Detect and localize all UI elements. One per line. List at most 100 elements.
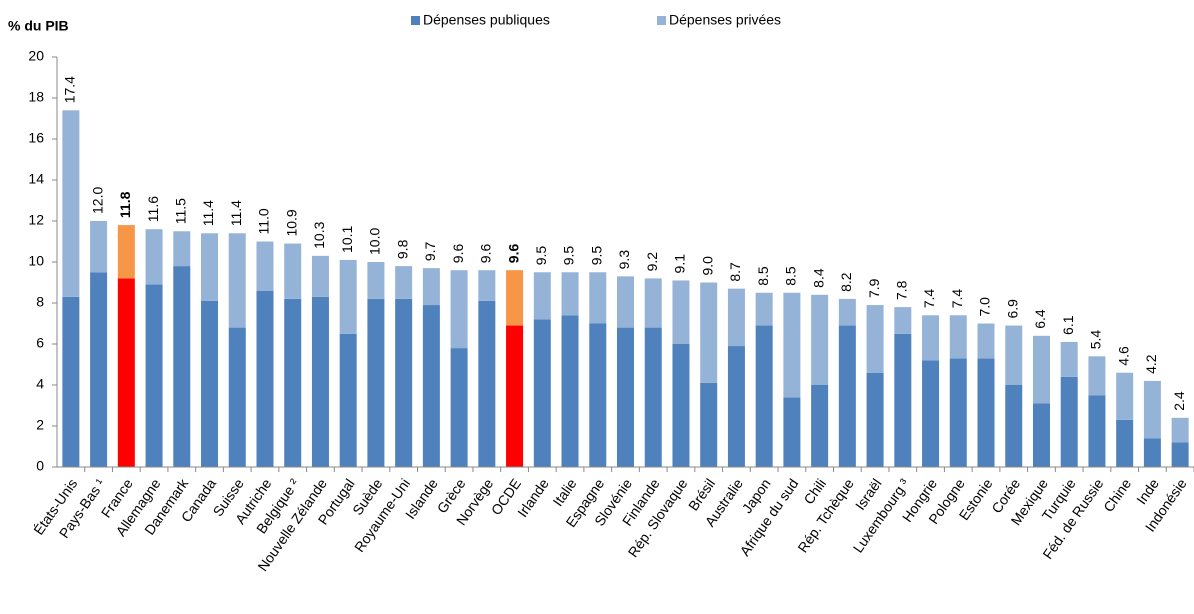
total-label: 9.6 <box>450 244 466 264</box>
bar-segment <box>228 233 246 328</box>
legend-swatch <box>657 16 666 25</box>
y-tick-label: 6 <box>36 335 44 351</box>
bar-segment <box>478 270 496 301</box>
bar-segment <box>62 110 80 297</box>
bar-segment <box>450 270 468 349</box>
total-label: 11.4 <box>228 200 244 226</box>
total-label: 8.2 <box>838 272 854 292</box>
bar-segment <box>90 272 108 467</box>
total-label: 11.6 <box>145 196 161 222</box>
total-label: 9.8 <box>394 239 410 259</box>
bar-segment <box>311 255 329 297</box>
bar-segment <box>811 294 829 385</box>
bar-segment <box>561 315 579 467</box>
y-tick-label: 4 <box>36 376 44 392</box>
bar-segment <box>949 358 967 467</box>
bar-segment <box>894 333 912 467</box>
bar-segment <box>395 266 413 299</box>
bar-segment <box>727 346 745 467</box>
total-label: 10.1 <box>339 225 355 252</box>
total-label: 9.7 <box>422 241 438 261</box>
y-tick-label: 18 <box>28 89 44 105</box>
bar-segment <box>672 344 690 467</box>
bar-segment <box>533 272 551 320</box>
bar-segment <box>201 233 219 301</box>
bar-segment <box>339 259 357 334</box>
bar-segment <box>284 298 302 467</box>
y-tick-label: 16 <box>28 130 44 146</box>
bar-segment <box>422 268 440 306</box>
bar-segment <box>1005 325 1023 385</box>
total-label: 9.5 <box>561 246 577 266</box>
bar-segment <box>506 325 524 467</box>
bar-segment <box>644 278 662 328</box>
bar-segment <box>284 243 302 299</box>
bar-segment <box>755 325 773 467</box>
bar-segment <box>311 296 329 467</box>
total-label: 7.4 <box>949 289 965 309</box>
bar-segment <box>977 323 995 359</box>
total-label: 4.2 <box>1143 354 1159 374</box>
bar-segment <box>589 272 607 324</box>
total-label: 9.1 <box>672 254 688 274</box>
total-label: 12.0 <box>89 187 105 214</box>
bar-segment <box>783 292 801 398</box>
bar-segment <box>1088 356 1106 396</box>
y-axis-title: % du PIB <box>8 18 69 34</box>
total-label: 6.4 <box>1032 309 1048 329</box>
y-tick-label: 8 <box>36 294 44 310</box>
bar-segment <box>367 298 385 467</box>
bar-segment <box>533 319 551 467</box>
bar-segment <box>949 315 967 359</box>
total-label: 11.0 <box>256 208 272 234</box>
bar-segment <box>117 225 135 279</box>
bar-segment <box>866 305 884 373</box>
total-label: 11.4 <box>200 200 216 226</box>
bar-segment <box>395 298 413 467</box>
y-tick-label: 10 <box>28 253 44 269</box>
bar-segment <box>894 307 912 334</box>
y-tick-label: 0 <box>36 458 44 474</box>
total-label: 11.8 <box>117 191 133 218</box>
total-label: 2.4 <box>1171 391 1187 411</box>
total-label: 9.5 <box>588 246 604 266</box>
total-label: 9.6 <box>478 244 494 264</box>
bar-segment <box>922 315 940 361</box>
bar-segment <box>367 262 385 299</box>
y-tick-label: 20 <box>28 48 44 64</box>
total-label: 10.0 <box>367 228 383 255</box>
bar-segment <box>838 325 856 467</box>
total-label: 5.4 <box>1088 330 1104 350</box>
bar-segment <box>339 333 357 467</box>
legend-swatch <box>411 16 420 25</box>
bar-segment <box>145 284 163 467</box>
y-tick-label: 12 <box>28 212 44 228</box>
total-label: 7.8 <box>894 280 910 300</box>
total-label: 10.3 <box>311 221 327 248</box>
total-label: 7.9 <box>866 278 882 298</box>
bar-segment <box>173 231 191 267</box>
bar-segment <box>1116 419 1134 467</box>
bar-segment <box>838 298 856 326</box>
bar-segment <box>1060 376 1078 467</box>
total-label: 6.9 <box>1004 299 1020 319</box>
bar-segment <box>145 229 163 285</box>
bar-segment <box>977 358 995 467</box>
bar-segment <box>201 300 219 467</box>
bar-segment <box>228 327 246 467</box>
bar-segment <box>173 266 191 467</box>
bar-segment <box>1032 403 1050 467</box>
bar-segment <box>589 323 607 467</box>
bar-segment <box>866 372 884 467</box>
bar-segment <box>117 278 135 467</box>
bar-segment <box>256 290 274 467</box>
total-label: 7.0 <box>977 297 993 317</box>
bar-segment <box>1005 385 1023 467</box>
bar-segment <box>922 360 940 467</box>
bar-segment <box>450 348 468 467</box>
legend-label: Dépenses publiques <box>423 12 550 28</box>
bar-segment <box>1088 395 1106 467</box>
total-label: 9.5 <box>533 246 549 266</box>
bar-segment <box>478 300 496 467</box>
